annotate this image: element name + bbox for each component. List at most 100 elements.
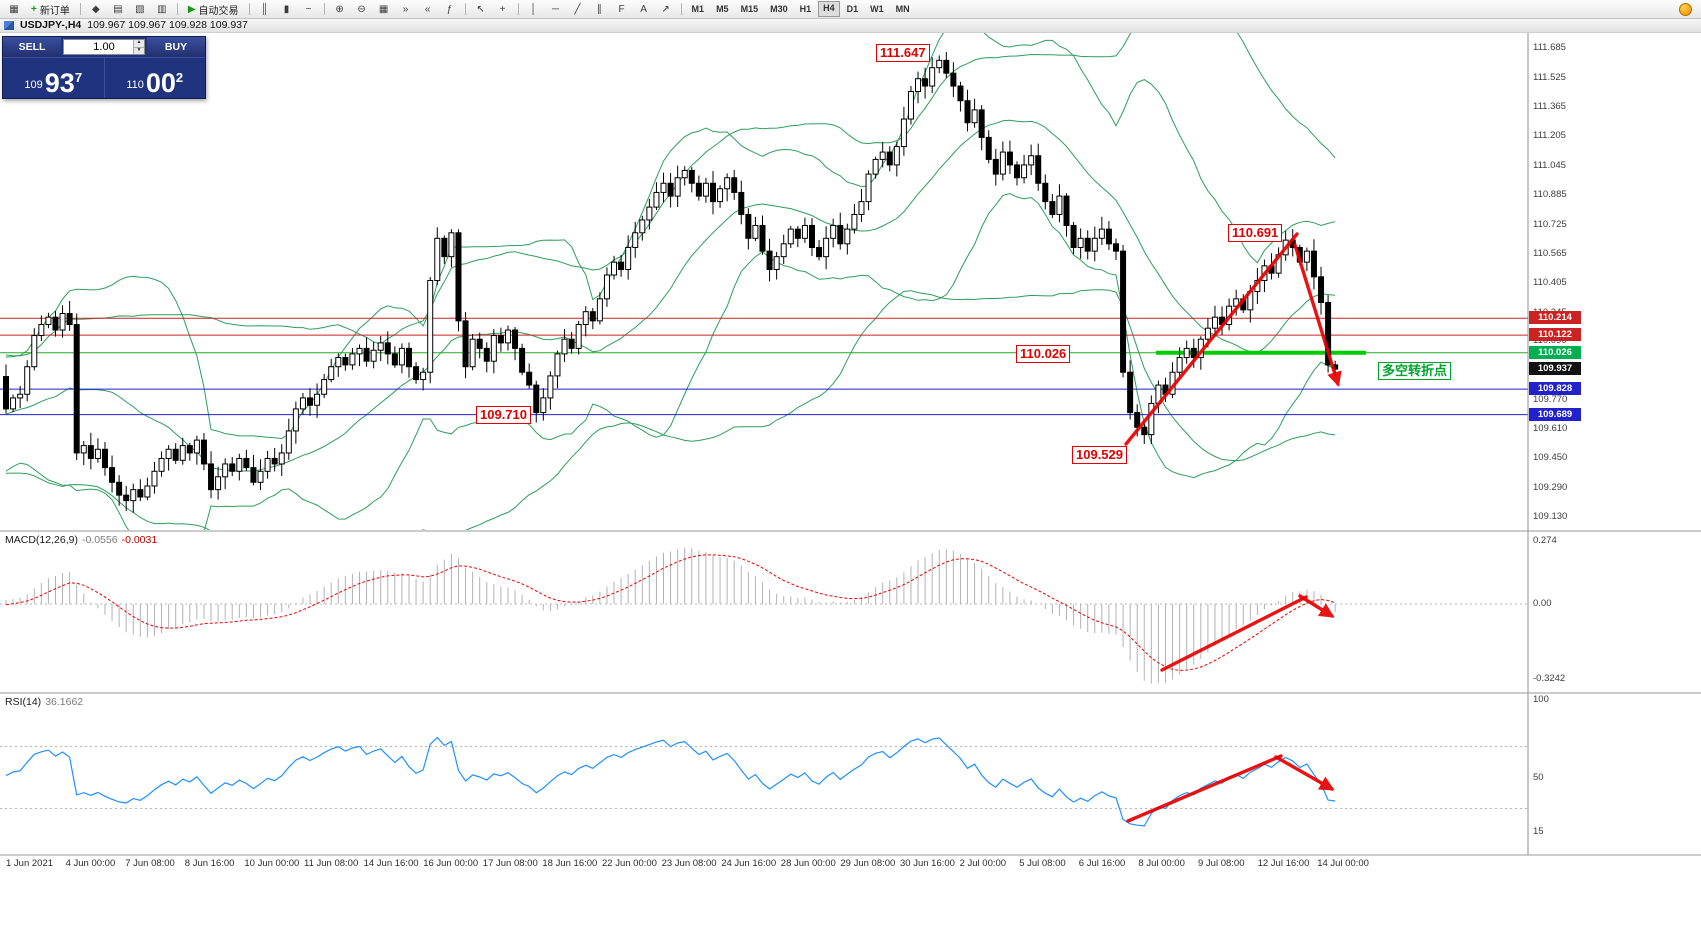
buy-price[interactable]: 110 00 2 xyxy=(105,58,206,98)
cursor-icon[interactable]: ↖ xyxy=(476,3,485,15)
price-down-arrow[interactable] xyxy=(1293,243,1342,387)
chart-annotation[interactable]: 111.647 xyxy=(876,44,930,62)
new-order-button-label: 新订单 xyxy=(39,5,70,17)
sell-button[interactable]: SELL xyxy=(3,37,61,57)
time-label: 14 Jun 16:00 xyxy=(363,858,419,869)
chart-annotation[interactable]: 多空转折点 xyxy=(1378,362,1452,380)
alert-icon[interactable] xyxy=(1679,2,1692,16)
trend-arrows[interactable] xyxy=(1124,232,1342,823)
toolbar: ▦ + 新订单 ◆ ▤ ▧ ▥ ▶ 自动交易 ║ ▮ ~ ⊕ ⊖ ▦ » « ƒ ↖ + │ ─ ╱ ∥ F A ↗ M1 M5 M15… xyxy=(0,0,1701,19)
toolbar-separator xyxy=(176,3,178,15)
macd-signal-value: -0.0031 xyxy=(121,534,158,546)
crosshair-icon[interactable]: + xyxy=(499,3,506,15)
data-window-icon[interactable]: ▤ xyxy=(113,3,123,15)
timeframe-m15[interactable]: M15 xyxy=(740,4,759,14)
macd-value: -0.0556 xyxy=(81,534,118,546)
new-chart-icon[interactable]: ▦ xyxy=(9,3,19,15)
auto-scroll-icon[interactable]: » xyxy=(402,3,409,15)
rsi-down-arrow[interactable] xyxy=(1274,755,1335,791)
macd-name: MACD(12,26,9) xyxy=(5,534,78,546)
one-click-trading-panel: SELL 1.00 ▲ ▼ BUY 109 93 7 110 00 2 xyxy=(2,36,206,99)
time-label: 18 Jun 16:00 xyxy=(542,858,598,869)
horizontal-line-icon[interactable]: ─ xyxy=(552,3,560,15)
chart-annotation[interactable]: 110.691 xyxy=(1228,224,1283,242)
time-label: 16 Jun 00:00 xyxy=(423,858,479,869)
timeframe-m5[interactable]: M5 xyxy=(716,4,729,14)
terminal-icon[interactable]: ▥ xyxy=(157,3,167,15)
rsi-up-arrow[interactable] xyxy=(1126,754,1283,823)
time-label: 17 Jun 08:00 xyxy=(482,858,538,869)
volume-field[interactable]: 1.00 ▲ ▼ xyxy=(63,39,145,55)
chart-bars-icon[interactable]: ║ xyxy=(261,3,269,15)
tile-windows-icon[interactable]: ▦ xyxy=(378,3,389,15)
chart-symbol-period: USDJPY-,H4 xyxy=(20,19,82,31)
timeframe-w1[interactable]: W1 xyxy=(870,4,884,14)
sell-price[interactable]: 109 93 7 xyxy=(3,58,105,98)
macd-scale-label: 0.274 xyxy=(1533,534,1557,546)
macd-scale-label: 0.00 xyxy=(1533,598,1552,609)
rsi-scale-label: 100 xyxy=(1533,694,1549,705)
macd-scale-label: -0.3242 xyxy=(1533,672,1566,684)
rsi-scale-label: 15 xyxy=(1533,825,1544,837)
buy-price-big: 00 xyxy=(145,68,176,98)
macd-down-arrow[interactable] xyxy=(1298,594,1335,618)
price-tick: 110.885 xyxy=(1533,189,1567,201)
price-tick: 109.290 xyxy=(1533,481,1568,493)
navigator-icon[interactable]: ▧ xyxy=(135,3,145,15)
arrows-icon[interactable]: ↗ xyxy=(661,3,670,15)
toolbar-separator xyxy=(464,3,466,15)
time-label: 23 Jun 08:00 xyxy=(661,858,717,869)
volume-value[interactable]: 1.00 xyxy=(93,41,115,53)
time-label: 24 Jun 16:00 xyxy=(721,858,777,869)
fibonacci-icon[interactable]: F xyxy=(618,3,625,15)
chart-line-icon[interactable]: ~ xyxy=(305,3,312,15)
text-icon[interactable]: A xyxy=(640,3,647,15)
chart-shift-icon[interactable]: « xyxy=(424,3,431,15)
new-order-button[interactable]: + 新订单 xyxy=(25,1,76,18)
time-label: 5 Jul 08:00 xyxy=(1019,858,1066,869)
toolbar-right xyxy=(1679,2,1698,16)
market-watch-icon[interactable]: ◆ xyxy=(91,3,100,15)
price-up-arrow[interactable] xyxy=(1124,232,1299,446)
toolbar-separator xyxy=(517,3,519,15)
timeframe-mn[interactable]: MN xyxy=(895,4,910,14)
time-label: 9 Jul 08:00 xyxy=(1198,858,1245,869)
time-label: 12 Jul 16:00 xyxy=(1257,858,1310,869)
vertical-line-icon[interactable]: │ xyxy=(530,3,537,15)
timeframe-d1[interactable]: D1 xyxy=(846,4,859,14)
price-tick: 109.770 xyxy=(1533,393,1568,405)
autotrading-button-label: 自动交易 xyxy=(198,5,239,17)
trendline-icon[interactable]: ╱ xyxy=(574,3,581,15)
chart-annotation[interactable]: 109.529 xyxy=(1072,446,1127,464)
timeframe-h4[interactable]: H4 xyxy=(818,1,840,17)
chart-candles-icon[interactable]: ▮ xyxy=(283,3,290,15)
toolbar-separator xyxy=(79,3,81,15)
price-tag: 110.026 xyxy=(1529,345,1581,359)
time-label: 22 Jun 00:00 xyxy=(602,858,657,869)
chart-annotation[interactable]: 109.710 xyxy=(476,406,531,424)
volume-up-icon[interactable]: ▲ xyxy=(133,40,144,48)
price-tag: 109.689 xyxy=(1529,407,1581,421)
timeframe-m1[interactable]: M1 xyxy=(691,4,705,14)
buy-button[interactable]: BUY xyxy=(147,37,205,57)
zoom-out-icon[interactable]: ⊖ xyxy=(357,3,366,15)
chart-icon xyxy=(4,20,14,30)
indicators-icon[interactable]: ƒ xyxy=(446,3,453,15)
autotrading-button[interactable]: ▶ 自动交易 xyxy=(182,1,245,18)
time-label: 14 Jul 00:00 xyxy=(1317,858,1369,869)
time-label: 4 Jun 00:00 xyxy=(65,858,116,869)
volume-down-icon[interactable]: ▼ xyxy=(133,47,144,54)
price-tag: 110.214 xyxy=(1529,311,1581,325)
channel-icon[interactable]: ∥ xyxy=(597,3,603,15)
horizontal-lines[interactable] xyxy=(0,317,1528,416)
chart-annotation[interactable]: 110.026 xyxy=(1016,345,1071,363)
macd-up-arrow[interactable] xyxy=(1160,595,1308,672)
rsi-name: RSI(14) xyxy=(5,696,42,708)
timeframe-h1[interactable]: H1 xyxy=(799,4,812,14)
timeframe-m30[interactable]: M30 xyxy=(770,4,788,14)
zoom-in-icon[interactable]: ⊕ xyxy=(335,3,344,15)
price-tick: 110.405 xyxy=(1533,277,1567,289)
time-label: 10 Jun 00:00 xyxy=(244,858,300,869)
